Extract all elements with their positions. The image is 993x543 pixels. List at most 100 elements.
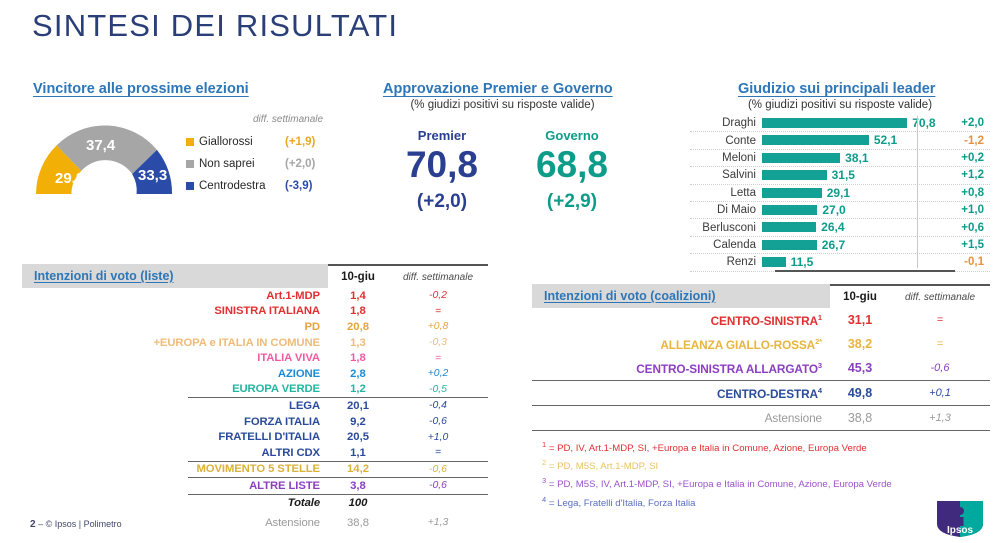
row-diff: +0,1 <box>929 387 951 399</box>
leader-diff: +0,2 <box>961 151 984 164</box>
leader-bar-track: 70,8 <box>762 115 936 131</box>
table-divider <box>188 477 488 479</box>
leader-value: 29,1 <box>826 185 851 200</box>
ipsos-logo-svg: Ipsos <box>937 501 983 537</box>
footnote-number: 4 <box>542 494 547 504</box>
row-value: 1,3 <box>350 336 366 349</box>
section-heading-approvazione: Approvazione Premier e Governo <box>383 81 613 97</box>
table-divider <box>188 460 488 462</box>
ipsos-logo: Ipsos <box>936 500 984 538</box>
table-row: CENTRO-SINISTRA ALLARGATO3 45,3 -0,6 <box>532 356 990 380</box>
row-label-superscript: 2* <box>815 336 822 346</box>
table-row: Totale 100 <box>22 495 488 512</box>
row-diff: = <box>936 314 944 326</box>
leader-row: Draghi 70,8 +2,0 <box>690 115 990 133</box>
footnote-text: = Lega, Fratelli d'Italia, Forza Italia <box>546 497 696 509</box>
row-value: 38,8 <box>847 411 873 425</box>
row-diff: = <box>434 447 442 459</box>
row-value: 3,8 <box>350 479 366 492</box>
footer-credit: © Ipsos | Polimetro <box>45 519 122 529</box>
leader-name: Draghi <box>722 117 756 130</box>
row-label: Astensione <box>265 516 320 529</box>
table-row: +EUROPA e ITALIA IN COMUNE 1,3 -0,3 <box>22 335 488 351</box>
footnote-number: 2 <box>542 458 547 468</box>
leader-bar <box>762 170 827 181</box>
table-caption-cell: Intenzioni di voto (liste) <box>22 264 328 288</box>
leader-diff: +0,6 <box>961 221 984 234</box>
kpi-governo-value: 68,8 <box>535 144 608 185</box>
kpi-premier: Premier 70,8 (+2,0) <box>382 128 502 213</box>
row-label: LEGA <box>289 399 320 412</box>
leader-value: 52,1 <box>873 133 898 148</box>
row-value: 38,8 <box>347 516 369 529</box>
table-row: ALTRI CDX 1,1 = <box>22 445 488 461</box>
gauge-legend: Giallorossi (+1,9) Non saprei (+2,0) Cen… <box>186 131 351 197</box>
leader-bar <box>762 187 822 198</box>
row-label: MOVIMENTO 5 STELLE <box>196 463 320 476</box>
leader-bar-track: 38,1 <box>762 150 928 166</box>
leader-bar-chart: Draghi 70,8 +2,0 Conte 52,1 -1,2 Meloni 38,1 +0,… <box>690 115 990 272</box>
table-divider <box>532 405 990 406</box>
kpi-governo: Governo 68,8 (+2,9) <box>512 128 632 213</box>
table-divider <box>188 397 488 399</box>
leader-bar <box>762 152 841 163</box>
gauge-label-giallorossi: 29,3 <box>55 170 84 187</box>
row-diff: +1,3 <box>427 517 449 529</box>
leader-name: Meloni <box>722 151 756 164</box>
leader-row: Salvini 31,5 +1,2 <box>690 167 990 185</box>
leader-row: Letta 29,1 +0,8 <box>690 185 990 202</box>
row-value: 1,2 <box>350 383 366 396</box>
row-diff: -0,2 <box>429 290 447 302</box>
row-value: 20,5 <box>347 431 369 444</box>
footnote-text: = PD, M5S, IV, Art.1-MDP, SI, +Europa e … <box>546 479 892 491</box>
row-value: 20,1 <box>347 399 369 412</box>
leader-diff: +1,2 <box>961 169 984 182</box>
row-diff: +0,8 <box>427 321 449 333</box>
legend-label: Non saprei <box>199 158 255 170</box>
leader-value: 31,5 <box>831 168 855 183</box>
table-caption: Intenzioni di voto (coalizioni) <box>544 289 716 303</box>
table-header-row: Intenzioni di voto (liste) 10-giu diff. … <box>22 264 488 288</box>
row-label: CENTRO-SINISTRA1 <box>710 312 822 328</box>
footer-dash: – <box>38 519 44 529</box>
column-header-diff: diff. settimanale <box>388 264 488 288</box>
footnote: 3 = PD, M5S, IV, Art.1-MDP, SI, +Europa … <box>542 474 982 492</box>
leader-row: Meloni 38,1 +0,2 <box>690 150 990 168</box>
footnote: 4 = Lega, Fratelli d'Italia, Forza Itali… <box>542 493 982 511</box>
leader-bar <box>762 239 817 250</box>
leader-value: 70,8 <box>912 116 936 130</box>
row-value: 14,2 <box>347 463 369 476</box>
table-row: CENTRO-SINISTRA1 31,1 = <box>532 308 990 332</box>
kpi-governo-label: Governo <box>545 128 599 143</box>
row-diff: -0,6 <box>429 416 447 428</box>
footnote-number: 3 <box>542 476 547 486</box>
table-intenzioni-coalizioni: Intenzioni di voto (coalizioni) 10-giu d… <box>532 284 990 431</box>
footnote: 2 = PD, M5S, Art.1-MDP, SI <box>542 456 982 474</box>
gauge-slice-centrodestra <box>132 149 173 194</box>
table-caption: Intenzioni di voto (liste) <box>34 269 174 283</box>
column-header-value: 10-giu <box>830 284 890 308</box>
page-footer: 2 – © Ipsos | Polimetro <box>30 519 122 530</box>
legend-item-centrodestra: Centrodestra (-3,9) <box>186 175 351 197</box>
row-diff: +0,2 <box>427 368 449 380</box>
footnote-number: 1 <box>542 440 547 449</box>
table-row: ALLEANZA GIALLO-ROSSA2* 38,2 = <box>532 332 990 356</box>
row-value: 9,2 <box>350 415 366 428</box>
column-header-value: 10-giu <box>328 264 388 288</box>
leader-name: Letta <box>730 186 756 199</box>
footer-page-number: 2 <box>30 519 36 530</box>
gauge-svg: 29,3 37,4 33,3 <box>36 125 173 194</box>
leader-value: 11,5 <box>790 255 814 270</box>
table-row: Astensione 38,8 +1,3 <box>532 406 990 430</box>
row-diff: = <box>434 305 442 317</box>
section-subtitle-approvazione: (% giudizi positivi su risposte valide) <box>410 99 595 111</box>
leader-row: Renzi 11,5 -0,1 <box>690 254 990 272</box>
row-diff: -0,6 <box>429 480 447 492</box>
legend-label: Giallorossi <box>199 136 253 148</box>
leader-diff: +1,5 <box>961 238 984 251</box>
leader-diff: +1,0 <box>961 204 984 217</box>
row-label: EUROPA VERDE <box>232 383 320 396</box>
legend-swatch-icon <box>186 182 194 190</box>
row-value: 20,8 <box>347 320 369 333</box>
leader-row: Berlusconi 26,4 +0,6 <box>690 219 990 237</box>
